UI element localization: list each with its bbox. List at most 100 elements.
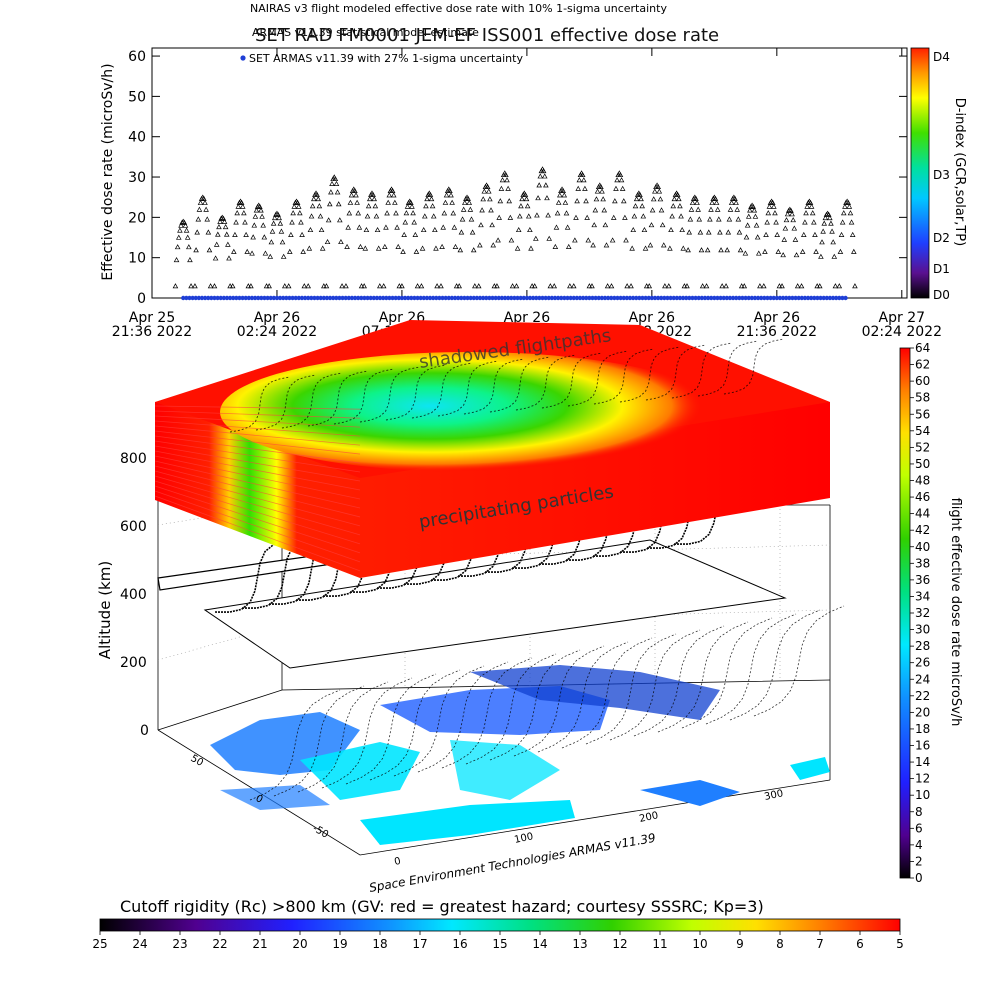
nairas-marker xyxy=(393,210,399,216)
nairas-marker xyxy=(541,173,548,179)
set-armas-point xyxy=(405,295,411,301)
nairas-marker xyxy=(399,283,405,289)
set-armas-point xyxy=(752,295,758,301)
lon-tick: 300 xyxy=(763,788,784,803)
nairas-marker xyxy=(619,185,626,191)
set-armas-point xyxy=(440,295,445,301)
set-armas-point xyxy=(487,295,492,301)
set-armas-point xyxy=(627,295,633,301)
nairas-marker xyxy=(632,203,639,209)
nairas-marker xyxy=(456,283,462,289)
slab-stripe xyxy=(154,470,361,527)
nairas-marker xyxy=(733,199,739,205)
nairas-marker xyxy=(480,196,486,202)
nairas-marker xyxy=(241,210,247,216)
nairas-marker xyxy=(440,224,447,230)
set-armas-point xyxy=(496,295,501,301)
nairas-marker xyxy=(824,210,831,216)
floor-track xyxy=(657,621,749,733)
nairas-marker xyxy=(708,206,714,212)
dose-tick-label: 50 xyxy=(915,457,930,471)
x-tick-label: Apr 27 xyxy=(879,310,925,326)
nairas-marker xyxy=(674,191,681,197)
lon-tick: 0 xyxy=(393,856,402,868)
nairas-marker xyxy=(323,283,330,289)
nairas-marker xyxy=(518,203,524,209)
set-armas-point xyxy=(762,295,767,301)
nairas-marker xyxy=(543,182,549,188)
set-armas-point xyxy=(521,295,526,301)
nairas-marker xyxy=(804,203,810,209)
dose-tick-label: 18 xyxy=(915,722,930,736)
rigidity-tick-label: 10 xyxy=(692,937,707,951)
nairas-marker xyxy=(306,245,313,251)
nairas-marker xyxy=(423,203,429,209)
set-armas-point xyxy=(293,295,298,301)
set-armas-point xyxy=(430,295,436,301)
slab-track xyxy=(593,348,655,405)
nairas-marker xyxy=(428,196,435,202)
nairas-marker xyxy=(829,228,835,234)
altitude-tick: 400 xyxy=(120,587,147,603)
nairas-marker xyxy=(802,219,808,225)
nairas-marker xyxy=(180,218,187,224)
nairas-marker xyxy=(613,185,619,191)
dose-tick-label: 0 xyxy=(915,871,923,885)
set-armas-point xyxy=(199,295,205,301)
nairas-marker xyxy=(765,210,772,216)
nairas-marker xyxy=(820,228,826,234)
nairas-marker xyxy=(354,199,360,205)
dose-tick-label: 38 xyxy=(915,556,930,570)
set-armas-point xyxy=(827,295,833,301)
nairas-marker xyxy=(658,207,665,213)
set-armas-point xyxy=(368,295,373,301)
floor-track xyxy=(465,653,557,765)
nairas-marker xyxy=(235,203,242,209)
nairas-marker xyxy=(812,231,818,237)
chart-title: SET RAD FM0001 JEM-EF ISS001 effective d… xyxy=(255,25,719,46)
nairas-marker xyxy=(750,203,757,209)
nairas-marker xyxy=(384,210,390,216)
nairas-marker xyxy=(547,283,554,289)
nairas-marker xyxy=(261,234,268,240)
nairas-marker xyxy=(609,237,616,243)
set-armas-point xyxy=(515,295,520,301)
nairas-marker xyxy=(648,222,655,228)
rigidity-colorbar: Cutoff rigidity (Rc) >800 km (GV: red = … xyxy=(92,897,903,951)
nairas-marker xyxy=(505,185,511,191)
set-armas-point xyxy=(655,295,661,301)
nairas-marker xyxy=(724,247,730,253)
set-armas-point xyxy=(759,295,764,301)
set-armas-point xyxy=(537,295,542,301)
nairas-marker xyxy=(807,199,814,205)
nairas-marker xyxy=(825,211,832,217)
nairas-marker xyxy=(221,218,228,224)
nairas-marker xyxy=(557,192,563,198)
nairas-marker xyxy=(298,219,304,225)
nairas-marker xyxy=(761,283,767,289)
nairas-marker xyxy=(515,226,522,233)
set-armas-point xyxy=(684,295,689,301)
nairas-marker xyxy=(277,220,284,226)
set-armas-point xyxy=(399,295,405,301)
nairas-marker xyxy=(584,214,590,220)
set-armas-point xyxy=(343,295,348,301)
d-index-tick: D4 xyxy=(933,50,950,64)
nairas-marker xyxy=(562,199,569,205)
set-armas-point xyxy=(396,295,402,301)
set-armas-point xyxy=(618,295,623,301)
nairas-marker xyxy=(297,210,303,216)
set-armas-point xyxy=(527,295,533,301)
nairas-marker xyxy=(278,228,285,234)
nairas-marker xyxy=(441,210,448,216)
nairas-marker xyxy=(290,210,296,216)
set-armas-point xyxy=(577,295,583,301)
nairas-marker xyxy=(481,188,488,194)
nairas-marker xyxy=(175,234,182,240)
nairas-marker xyxy=(266,283,272,289)
lon-tick: 100 xyxy=(513,831,534,846)
rigidity-tick-label: 20 xyxy=(292,937,307,951)
nairas-marker xyxy=(366,196,373,202)
rigidity-tick-label: 11 xyxy=(652,937,667,951)
nairas-legend-label: NAIRAS v3 flight modeled effective dose … xyxy=(250,2,667,15)
